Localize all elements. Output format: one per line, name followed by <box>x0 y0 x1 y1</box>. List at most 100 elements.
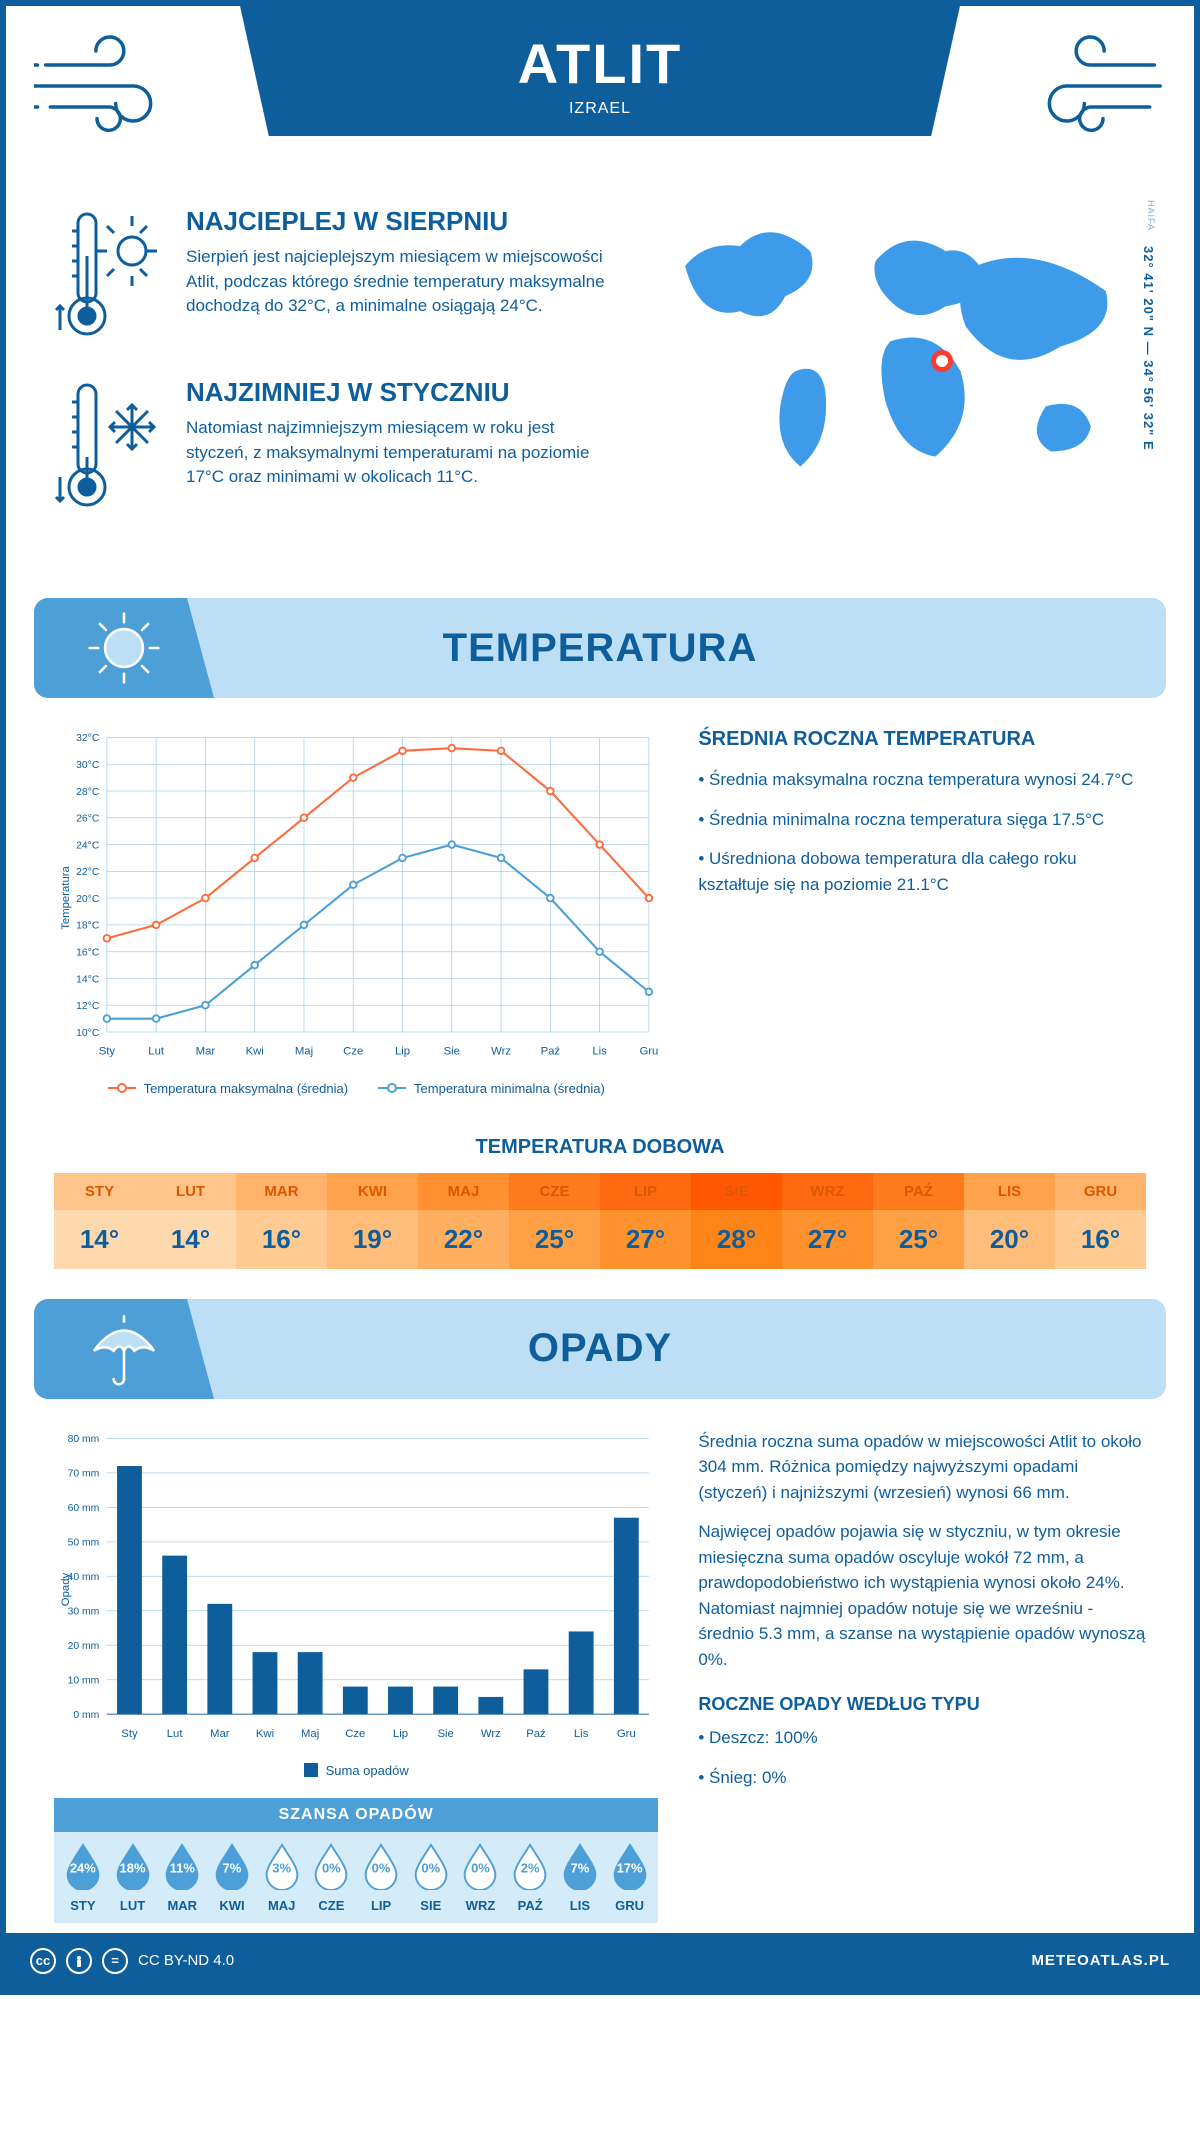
daily-temp-table: STY 14° LUT 14° MAR 16° KWI 19° MAJ 22° … <box>54 1173 1146 1269</box>
svg-text:Lis: Lis <box>574 1728 589 1740</box>
svg-text:30 mm: 30 mm <box>68 1606 100 1617</box>
raindrop-icon: 24% <box>63 1842 103 1890</box>
precip-type-heading: ROCZNE OPADY WEDŁUG TYPU <box>698 1694 1146 1715</box>
region-label: HAIFA <box>1146 200 1156 231</box>
legend-label: Temperatura maksymalna (średnia) <box>144 1081 348 1096</box>
svg-text:Mar: Mar <box>196 1046 216 1058</box>
svg-text:Cze: Cze <box>343 1046 363 1058</box>
svg-text:Gru: Gru <box>639 1046 658 1058</box>
chance-month-label: GRU <box>605 1898 655 1913</box>
chance-month-label: SIE <box>406 1898 456 1913</box>
svg-text:12°C: 12°C <box>76 1001 100 1012</box>
thermometer-sun-icon <box>54 206 164 351</box>
svg-text:40 mm: 40 mm <box>68 1572 100 1583</box>
chance-cell: 24% <box>58 1842 108 1894</box>
chance-month-label: LIP <box>356 1898 406 1913</box>
chance-month-label: STY <box>58 1898 108 1913</box>
svg-text:20°C: 20°C <box>76 894 100 905</box>
precip-bar-chart: 0 mm10 mm20 mm30 mm40 mm50 mm60 mm70 mm8… <box>54 1429 658 1750</box>
temp-table-cell: GRU 16° <box>1055 1173 1146 1269</box>
precip-legend-label: Suma opadów <box>326 1763 409 1778</box>
svg-text:Temperatura: Temperatura <box>60 865 72 929</box>
svg-text:30°C: 30°C <box>76 760 100 771</box>
fact-hot-title: NAJCIEPLEJ W SIERPNIU <box>186 206 605 237</box>
chance-cell: 0% <box>456 1842 506 1894</box>
svg-text:10 mm: 10 mm <box>68 1675 100 1686</box>
svg-text:22°C: 22°C <box>76 867 100 878</box>
precip-chart-row: 0 mm10 mm20 mm30 mm40 mm50 mm60 mm70 mm8… <box>6 1399 1194 1933</box>
svg-text:16°C: 16°C <box>76 947 100 958</box>
raindrop-icon: 0% <box>411 1842 451 1890</box>
wind-decoration-right <box>1026 30 1166 140</box>
section-title-temperature: TEMPERATURA <box>443 626 758 671</box>
svg-text:Mar: Mar <box>210 1728 230 1740</box>
umbrella-icon <box>34 1299 214 1399</box>
temp-table-cell: LIS 20° <box>964 1173 1055 1269</box>
raindrop-icon: 17% <box>610 1842 650 1890</box>
svg-text:Kwi: Kwi <box>246 1046 264 1058</box>
svg-text:28°C: 28°C <box>76 787 100 798</box>
precip-chance-table: SZANSA OPADÓW 24% 18% 11% 7% <box>54 1798 658 1923</box>
svg-text:Lip: Lip <box>393 1728 408 1740</box>
svg-text:24°C: 24°C <box>76 840 100 851</box>
precip-p1: Średnia roczna suma opadów w miejscowośc… <box>698 1429 1146 1506</box>
header: ATLIT IZRAEL <box>6 6 1194 186</box>
temperature-line-chart: 10°C12°C14°C16°C18°C20°C22°C24°C26°C28°C… <box>54 728 658 1068</box>
thermometer-snow-icon <box>54 377 164 522</box>
svg-text:Gru: Gru <box>617 1728 636 1740</box>
svg-text:Cze: Cze <box>345 1728 365 1740</box>
svg-text:Wrz: Wrz <box>481 1728 501 1740</box>
svg-text:60 mm: 60 mm <box>68 1503 100 1514</box>
svg-text:Lis: Lis <box>592 1046 607 1058</box>
coordinates: 32° 41' 20" N — 34° 56' 32" E <box>1141 246 1156 451</box>
svg-text:0 mm: 0 mm <box>73 1710 99 1721</box>
svg-text:Lip: Lip <box>395 1046 410 1058</box>
chance-cell: 11% <box>157 1842 207 1894</box>
temp-summary-heading: ŚREDNIA ROCZNA TEMPERATURA <box>698 728 1146 751</box>
svg-text:Sty: Sty <box>121 1728 138 1740</box>
chance-cell: 0% <box>356 1842 406 1894</box>
temperature-chart-row: 10°C12°C14°C16°C18°C20°C22°C24°C26°C28°C… <box>6 698 1194 1106</box>
temperature-banner: TEMPERATURA <box>34 598 1166 698</box>
precip-type-bullet: • Śnieg: 0% <box>698 1765 1146 1791</box>
by-icon <box>66 1948 92 1974</box>
map-marker-icon <box>931 350 953 372</box>
legend-item: Temperatura maksymalna (średnia) <box>108 1081 348 1096</box>
svg-text:80 mm: 80 mm <box>68 1434 100 1445</box>
svg-text:Sie: Sie <box>444 1046 460 1058</box>
svg-text:20 mm: 20 mm <box>68 1641 100 1652</box>
chance-month-label: LUT <box>108 1898 158 1913</box>
legend-swatch-bar <box>304 1763 318 1777</box>
raindrop-icon: 0% <box>311 1842 351 1890</box>
fact-cold: NAJZIMNIEJ W STYCZNIU Natomiast najzimni… <box>54 377 605 522</box>
temp-table-cell: WRZ 27° <box>782 1173 873 1269</box>
svg-text:Sie: Sie <box>437 1728 453 1740</box>
svg-text:Paź: Paź <box>526 1728 546 1740</box>
fact-hot: NAJCIEPLEJ W SIERPNIU Sierpień jest najc… <box>54 206 605 351</box>
cc-icon: cc <box>30 1948 56 1974</box>
facts-section: NAJCIEPLEJ W SIERPNIU Sierpień jest najc… <box>6 186 1194 578</box>
svg-text:Lut: Lut <box>148 1046 165 1058</box>
svg-text:Kwi: Kwi <box>256 1728 274 1740</box>
svg-text:18°C: 18°C <box>76 921 100 932</box>
temp-table-cell: PAŹ 25° <box>873 1173 964 1269</box>
wind-decoration-left <box>34 30 174 140</box>
raindrop-icon: 0% <box>361 1842 401 1890</box>
svg-text:Lut: Lut <box>167 1728 184 1740</box>
raindrop-icon: 0% <box>460 1842 500 1890</box>
temp-table-cell: MAJ 22° <box>418 1173 509 1269</box>
chance-cell: 0% <box>406 1842 456 1894</box>
temp-table-cell: CZE 25° <box>509 1173 600 1269</box>
chance-month-label: PAŹ <box>505 1898 555 1913</box>
fact-hot-body: Sierpień jest najcieplejszym miesiącem w… <box>186 245 605 319</box>
temp-table-cell: LUT 14° <box>145 1173 236 1269</box>
precip-banner: OPADY <box>34 1299 1166 1399</box>
raindrop-icon: 3% <box>262 1842 302 1890</box>
chance-month-label: MAJ <box>257 1898 307 1913</box>
license-text: CC BY-ND 4.0 <box>138 1952 234 1969</box>
temperature-legend: Temperatura maksymalna (średnia) Tempera… <box>54 1081 658 1096</box>
svg-text:Opady: Opady <box>60 1572 72 1606</box>
svg-text:32°C: 32°C <box>76 733 100 744</box>
svg-text:10°C: 10°C <box>76 1028 100 1039</box>
temp-table-cell: KWI 19° <box>327 1173 418 1269</box>
